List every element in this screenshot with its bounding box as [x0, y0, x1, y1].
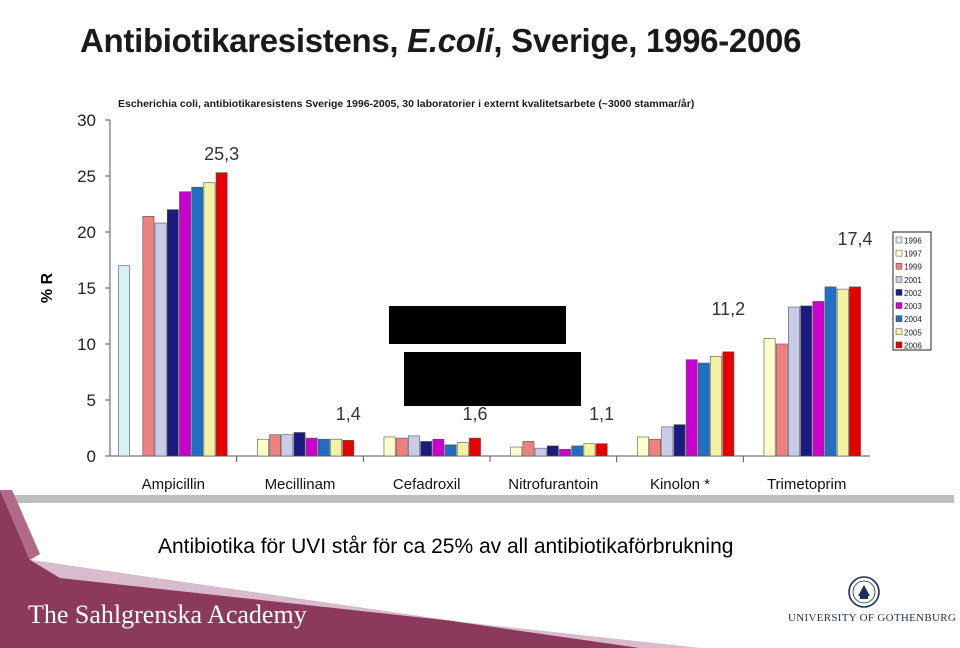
bar: [673, 424, 686, 457]
legend-swatch: [895, 315, 903, 322]
bar: [293, 432, 306, 457]
slide-caption: Antibiotika för UVI står för ca 25% av a…: [158, 535, 734, 558]
bar: [546, 445, 559, 457]
bar: [342, 440, 355, 457]
y-tick-label: 0: [87, 447, 96, 466]
legend-swatch: [895, 236, 903, 244]
legend-label: 2004: [904, 315, 922, 324]
x-tick-label: Kinolon *: [650, 476, 710, 493]
bar: [522, 441, 535, 457]
data-label: 1,4: [336, 404, 361, 424]
bar: [166, 209, 179, 457]
data-label: 1,1: [589, 404, 614, 424]
legend-label: 1999: [904, 263, 922, 272]
bar: [685, 359, 698, 457]
bar: [203, 182, 216, 457]
legend-label: 1997: [904, 250, 922, 259]
bar: [215, 172, 228, 457]
redaction-box-lower: [404, 352, 581, 406]
legend-label: 2005: [904, 328, 922, 337]
bar: [383, 436, 396, 457]
legend-label: 2002: [904, 289, 922, 298]
bar: [330, 438, 342, 457]
bar: [836, 288, 849, 457]
y-tick-label: 20: [77, 223, 96, 242]
bar: [395, 437, 408, 457]
bar: [722, 351, 735, 457]
footer-band: [0, 490, 700, 648]
bar-chart: Escherichia coli, antibiotikaresistens S…: [39, 98, 932, 493]
x-tick-label: Mecillinam: [265, 476, 336, 493]
data-label: 25,3: [204, 144, 239, 164]
university-seal-icon: [848, 576, 880, 608]
data-label: 17,4: [837, 229, 872, 249]
bar: [142, 216, 155, 457]
bar: [408, 435, 420, 457]
legend-swatch: [895, 302, 903, 309]
legend-swatch: [895, 262, 903, 270]
bar: [469, 437, 481, 457]
bar: [432, 438, 445, 457]
bar: [420, 441, 433, 457]
bar: [281, 434, 294, 457]
bar: [812, 301, 825, 457]
bar: [256, 438, 269, 457]
data-label: 11,2: [711, 299, 745, 319]
slide-title: Antibiotikaresistens, E.coli, Sverige, 1…: [80, 22, 802, 59]
x-tick-label: Nitrofurantoin: [508, 476, 598, 493]
legend-swatch: [895, 276, 903, 283]
bar: [649, 438, 661, 457]
bar: [710, 356, 722, 457]
bar: [269, 434, 281, 457]
legend-label: 2001: [904, 276, 922, 285]
bar: [534, 447, 547, 457]
y-axis-label: % R: [39, 272, 56, 303]
bar: [317, 438, 330, 457]
legend-label: 2006: [904, 341, 922, 350]
panel-shadow: [4, 495, 954, 503]
academy-wordmark: The Sahlgrenska Academy: [28, 600, 307, 629]
bar: [179, 191, 191, 457]
bar: [583, 443, 596, 457]
legend-swatch: [895, 249, 903, 257]
chart-panel: Antibiotikaresistens, E.coli, Sverige, 1…: [4, 22, 954, 503]
bar: [510, 446, 523, 457]
x-tick-label: Ampicillin: [142, 476, 205, 493]
bar: [595, 443, 608, 457]
university-name: UNIVERSITY OF GOTHENBURG: [788, 612, 957, 624]
legend-swatch: [895, 289, 903, 296]
bar: [800, 305, 813, 457]
bar: [456, 442, 469, 457]
bar: [559, 448, 571, 457]
bar: [154, 222, 167, 457]
bar: [775, 343, 788, 457]
bar: [444, 444, 457, 457]
legend-label: 1996: [904, 237, 922, 246]
bar: [118, 265, 130, 457]
legend-label: 2003: [904, 302, 922, 311]
chart-subtitle: Escherichia coli, antibiotikaresistens S…: [118, 98, 694, 110]
y-tick-label: 10: [77, 335, 96, 354]
y-tick-label: 25: [77, 167, 96, 186]
y-tick-label: 30: [77, 111, 96, 130]
x-tick-label: Cefadroxil: [393, 476, 461, 493]
bar: [824, 286, 837, 457]
bar: [571, 445, 584, 457]
legend-swatch: [895, 328, 903, 336]
y-tick-label: 5: [87, 391, 96, 410]
bar: [191, 186, 204, 457]
bar: [763, 338, 776, 457]
bar: [849, 286, 861, 457]
x-tick-label: Trimetoprim: [767, 476, 846, 493]
bar: [788, 306, 800, 457]
bar: [661, 426, 674, 457]
data-label: 1,6: [462, 404, 487, 424]
bar: [305, 437, 318, 457]
bar: [636, 436, 649, 457]
redaction-box-upper: [389, 306, 566, 344]
bar: [697, 362, 710, 457]
y-tick-label: 15: [77, 279, 96, 298]
legend-swatch: [895, 341, 903, 349]
